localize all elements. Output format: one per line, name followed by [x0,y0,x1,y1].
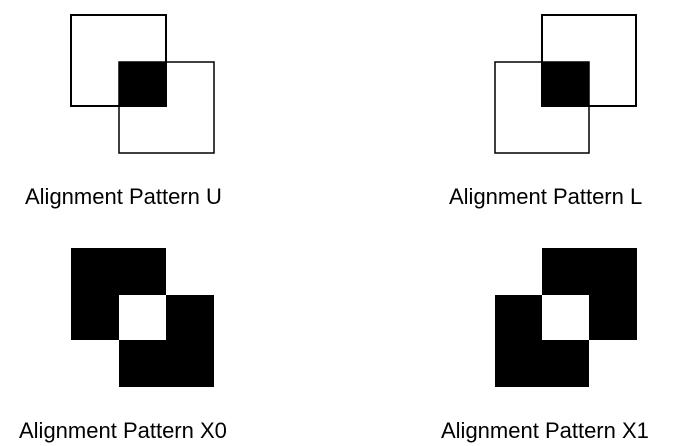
caption-pattern-u: Alignment Pattern U [25,184,222,209]
pattern-x1-center-hole [542,295,589,340]
caption-pattern-x1: Alignment Pattern X1 [441,418,649,443]
alignment-pattern-x0 [71,248,214,387]
caption-pattern-l: Alignment Pattern L [449,184,643,209]
pattern-u-lower-square [118,61,215,154]
alignment-pattern-l [494,14,637,154]
caption-pattern-x0: Alignment Pattern X0 [19,418,227,443]
pattern-l-overlap-block [542,62,589,106]
alignment-pattern-x1 [495,248,637,387]
alignment-pattern-u [70,14,215,154]
pattern-x0-center-hole [119,295,166,340]
pattern-u-overlap-block [119,62,166,106]
